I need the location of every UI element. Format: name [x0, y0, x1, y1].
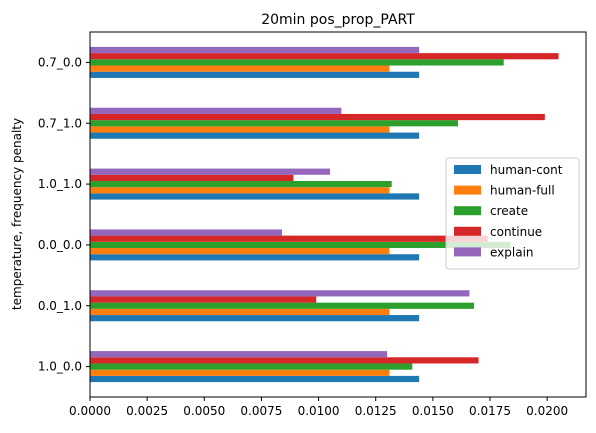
legend-label: create	[490, 204, 528, 218]
bar-create	[90, 120, 458, 127]
legend-label: human-cont	[490, 163, 563, 177]
legend-swatch	[454, 185, 481, 195]
bar-human-cont	[90, 375, 420, 383]
y-tick-label: 0.0_1.0	[38, 299, 82, 313]
legend-label: explain	[490, 245, 534, 259]
bar-human-cont	[90, 71, 420, 78]
bar-human-full	[90, 369, 390, 376]
bar-continue	[90, 296, 317, 303]
y-ticks: 1.0_0.0 0.0_1.0 0.0_0.0 1.0_1.0 0.7_1.0 0.7_0…	[38, 55, 90, 374]
bar-continue	[90, 174, 294, 181]
bar-create	[90, 241, 511, 249]
bar-create	[90, 180, 392, 188]
legend: human-cont human-full create continue explai…	[445, 157, 580, 270]
legend-swatch	[454, 206, 481, 216]
bar-human-full	[90, 65, 390, 72]
x-tick-label: 0.0200	[526, 404, 568, 418]
x-tick-label: 0.0050	[183, 404, 225, 418]
x-tick-label: 0.0075	[240, 404, 282, 418]
bar-create	[90, 363, 413, 370]
bar-human-cont	[90, 193, 420, 200]
y-tick-label: 1.0_0.0	[38, 360, 82, 374]
y-tick-label: 0.7_1.0	[38, 116, 82, 130]
x-tick-label: 0.0000	[69, 404, 111, 418]
bar-explain	[90, 168, 330, 175]
x-tick-label: 0.0025	[126, 404, 168, 418]
bar-explain	[90, 229, 282, 236]
chart-title: 20min pos_prop_PART	[261, 12, 415, 28]
x-tick-label: 0.0150	[412, 404, 454, 418]
bar-human-full	[90, 308, 390, 316]
bar-continue	[90, 357, 479, 364]
x-tick-label: 0.0125	[355, 404, 397, 418]
bar-human-full	[90, 187, 390, 194]
y-tick-label: 1.0_1.0	[38, 177, 82, 191]
legend-swatch	[454, 165, 481, 174]
y-tick-label: 0.0_0.0	[38, 238, 82, 252]
bar-explain	[90, 351, 388, 358]
x-tick-label: 0.0100	[298, 404, 340, 418]
bar-human-cont	[90, 132, 420, 139]
bar-create	[90, 302, 474, 309]
x-ticks: 0.0000 0.0025 0.0050 0.0075 0.0100 0.0125 0.01…	[69, 397, 568, 418]
bar-human-full	[90, 248, 390, 255]
y-axis-label: temperature, frequency penalty	[10, 118, 24, 310]
bar-explain	[90, 46, 420, 54]
y-tick-label: 0.7_0.0	[38, 55, 82, 69]
bar-continue	[90, 53, 559, 60]
legend-label: human-full	[490, 184, 555, 198]
legend-label: continue	[490, 225, 542, 239]
legend-swatch	[454, 226, 481, 236]
legend-swatch	[454, 247, 481, 257]
bar-continue	[90, 235, 488, 242]
bar-human-cont	[90, 254, 420, 261]
bar-continue	[90, 113, 545, 121]
bar-human-full	[90, 126, 390, 133]
x-tick-label: 0.0175	[469, 404, 511, 418]
bar-explain	[90, 290, 470, 297]
bar-human-cont	[90, 315, 420, 322]
bar-create	[90, 59, 504, 66]
bars-group	[90, 46, 559, 383]
bar-explain	[90, 107, 342, 114]
plot-frame	[89, 31, 587, 398]
